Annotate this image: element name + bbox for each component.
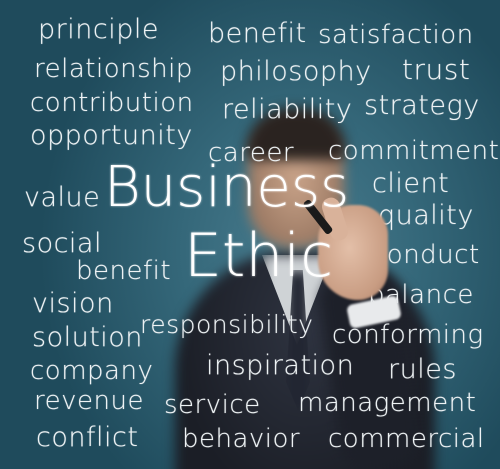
word-opportunity: opportunity [30,120,193,151]
word-conduct: conduct [372,240,480,270]
word-principle: principle [38,14,159,45]
word-trust: trust [402,53,471,86]
word-strategy: strategy [364,90,480,121]
word-contribution: contribution [30,88,194,118]
word-conflict: conflict [36,422,139,453]
word-company: company [30,356,154,386]
word-commercial: commercial [328,424,485,454]
word-relationship: relationship [34,54,193,84]
word-philosophy: philosophy [220,56,372,87]
headline-business: Business [104,155,350,220]
businessman-hair [246,108,346,160]
headline-ethic: Ethic [184,221,334,291]
word-commitment: commitment [328,136,500,166]
word-conforming: conforming [332,320,484,350]
word-solution: solution [32,322,143,353]
word-vision: vision [32,288,114,319]
word-quality: quality [378,200,474,231]
word-social: social [22,228,102,259]
word-behavior: behavior [182,424,301,454]
word-benefit-left: benefit [76,256,172,286]
word-revenue: revenue [34,386,144,416]
word-career: career [208,138,295,168]
word-client: client [372,168,450,199]
word-value: value [24,182,101,213]
word-management: management [298,388,477,418]
word-benefit-top: benefit [208,18,307,49]
word-rules: rules [388,354,457,385]
word-inspiration: inspiration [206,350,355,381]
word-responsibility: responsibility [140,310,314,339]
word-reliability: reliability [222,94,353,125]
word-satisfaction: satisfaction [318,20,474,50]
word-service: service [164,390,261,420]
